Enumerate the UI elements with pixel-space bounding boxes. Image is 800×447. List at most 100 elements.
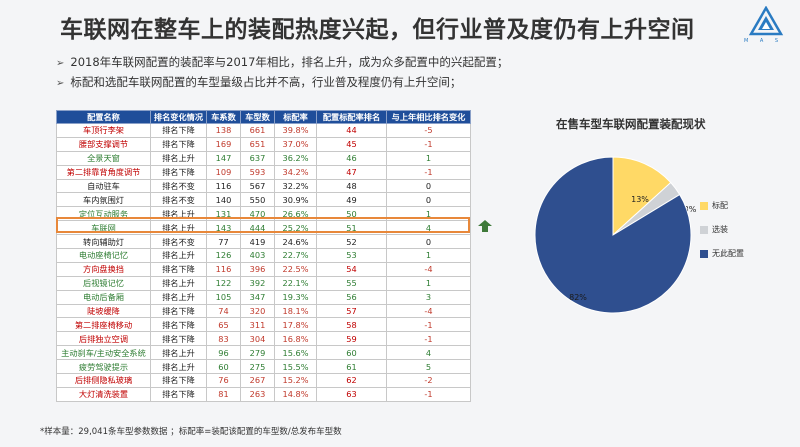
cell-series-count: 76 bbox=[206, 373, 241, 388]
cell-standard-rate: 34.2% bbox=[274, 164, 317, 180]
page-title: 车联网在整车上的装配热度兴起，但行业普及度仍有上升空间 bbox=[60, 17, 695, 43]
cell-standard-rate: 22.1% bbox=[274, 275, 317, 291]
cell-rank-change: 排名下降 bbox=[150, 373, 207, 388]
cell-rank: 49 bbox=[316, 192, 387, 208]
chart-legend: 标配 选装 无此配置 bbox=[700, 200, 744, 272]
cell-standard-rate: 37.0% bbox=[274, 136, 317, 152]
cell-rank-change: 排名下降 bbox=[150, 303, 207, 319]
cell-standard-rate: 22.5% bbox=[274, 261, 317, 277]
cell-rank-delta: -1 bbox=[386, 317, 471, 333]
table-row: 车内氛围灯 排名不变 140 550 30.9% 49 0 bbox=[56, 192, 471, 208]
bullet-text: 2018年车联网配置的装配率与2017年相比，排名上升，成为众多配置中的兴起配置… bbox=[70, 55, 509, 69]
cell-model-count: 311 bbox=[240, 317, 275, 333]
cell-standard-rate: 14.8% bbox=[274, 386, 317, 402]
cell-standard-rate: 36.2% bbox=[274, 150, 317, 166]
cell-rank-delta: -1 bbox=[386, 386, 471, 402]
cell-series-count: 81 bbox=[206, 386, 241, 402]
cell-rank: 46 bbox=[316, 150, 387, 166]
cell-series-count: 83 bbox=[206, 331, 241, 347]
table-row: 主动刹车/主动安全系统 排名上升 96 279 15.6% 60 4 bbox=[56, 345, 471, 361]
cell-standard-rate: 16.8% bbox=[274, 331, 317, 347]
cell-rank-delta: -1 bbox=[386, 331, 471, 347]
cell-rank: 45 bbox=[316, 136, 387, 152]
cell-config-name: 后排独立空调 bbox=[56, 331, 151, 347]
cell-config-name: 电动后备厢 bbox=[56, 289, 151, 305]
cell-model-count: 392 bbox=[240, 275, 275, 291]
cell-series-count: 140 bbox=[206, 192, 241, 208]
cell-model-count: 304 bbox=[240, 331, 275, 347]
bullet-list: ➢ 2018年车联网配置的装配率与2017年相比，排名上升，成为众多配置中的兴起配… bbox=[56, 52, 508, 92]
table-row: 自动驻车 排名不变 116 567 32.2% 48 0 bbox=[56, 178, 471, 194]
pie-value-label: 82% bbox=[569, 293, 587, 302]
cell-config-name: 第二排靠背角度调节 bbox=[56, 164, 151, 180]
cell-rank-change: 排名下降 bbox=[150, 331, 207, 347]
table-row: 第二排靠背角度调节 排名下降 109 593 34.2% 47 -1 bbox=[56, 164, 471, 180]
cell-rank-change: 排名不变 bbox=[150, 192, 207, 208]
cell-model-count: 593 bbox=[240, 164, 275, 180]
cell-standard-rate: 15.2% bbox=[274, 373, 317, 388]
cell-config-name: 自动驻车 bbox=[56, 178, 151, 194]
cell-config-name: 车顶行李架 bbox=[56, 123, 151, 138]
table-row: 陡坡缓降 排名下降 74 320 18.1% 57 -4 bbox=[56, 303, 471, 319]
column-header: 配置标配率排名 bbox=[316, 110, 387, 124]
cell-standard-rate: 18.1% bbox=[274, 303, 317, 319]
table-row: 腰部支撑调节 排名下降 169 651 37.0% 45 -1 bbox=[56, 136, 471, 152]
cell-rank: 47 bbox=[316, 164, 387, 180]
table-row: 大灯清洗装置 排名下降 81 263 14.8% 63 -1 bbox=[56, 386, 471, 402]
cell-rank-change: 排名下降 bbox=[150, 386, 207, 402]
cell-rank-delta: 0 bbox=[386, 192, 471, 208]
column-header: 与上年相比排名变化 bbox=[386, 110, 471, 124]
cell-config-name: 全景天窗 bbox=[56, 150, 151, 166]
cell-rank-change: 排名下降 bbox=[150, 123, 207, 138]
legend-swatch bbox=[700, 202, 708, 210]
logo-icon bbox=[748, 6, 784, 36]
cell-rank-change: 排名上升 bbox=[150, 359, 207, 375]
table-row: 电动座椅记忆 排名上升 126 403 22.7% 53 1 bbox=[56, 248, 471, 263]
table-row: 全景天窗 排名上升 147 637 36.2% 46 1 bbox=[56, 150, 471, 166]
cell-rank-change: 排名上升 bbox=[150, 150, 207, 166]
cell-rank: 48 bbox=[316, 178, 387, 194]
cell-series-count: 105 bbox=[206, 289, 241, 305]
cell-rank-delta: 5 bbox=[386, 359, 471, 375]
cell-rank: 57 bbox=[316, 303, 387, 319]
table-row: 后排侧隐私玻璃 排名下降 76 267 15.2% 62 -2 bbox=[56, 373, 471, 388]
pie-slice-none bbox=[534, 156, 692, 314]
cell-model-count: 550 bbox=[240, 192, 275, 208]
cell-model-count: 263 bbox=[240, 386, 275, 402]
cell-rank: 60 bbox=[316, 345, 387, 361]
highlight-box bbox=[56, 217, 470, 233]
table-row: 疲劳驾驶提示 排名上升 60 275 15.5% 61 5 bbox=[56, 359, 471, 375]
cell-rank-change: 排名不变 bbox=[150, 234, 207, 250]
cell-rank: 56 bbox=[316, 289, 387, 305]
cell-rank-delta: 1 bbox=[386, 248, 471, 263]
pie-slice-standard bbox=[612, 156, 672, 237]
cell-rank-change: 排名下降 bbox=[150, 317, 207, 333]
table-body: 车顶行李架 排名下降 138 661 39.8% 44 -5 腰部支撑调节 排名下降 169 651… bbox=[56, 123, 471, 402]
cell-series-count: 147 bbox=[206, 150, 241, 166]
cell-standard-rate: 32.2% bbox=[274, 178, 317, 194]
cell-standard-rate: 17.8% bbox=[274, 317, 317, 333]
cell-model-count: 347 bbox=[240, 289, 275, 305]
bullet-arrow-icon: ➢ bbox=[56, 58, 65, 69]
cell-series-count: 122 bbox=[206, 275, 241, 291]
config-table: 配置名称 排名变化情况 车系数 车型数 标配率 配置标配率排名 与上年相比排名变… bbox=[56, 110, 471, 402]
bullet-arrow-icon: ➢ bbox=[56, 78, 65, 89]
cell-rank: 59 bbox=[316, 331, 387, 347]
cell-standard-rate: 15.5% bbox=[274, 359, 317, 375]
cell-model-count: 267 bbox=[240, 373, 275, 388]
table-row: 电动后备厢 排名上升 105 347 19.3% 56 3 bbox=[56, 289, 471, 305]
cell-standard-rate: 24.6% bbox=[274, 234, 317, 250]
cell-rank-delta: 1 bbox=[386, 275, 471, 291]
logo-text: M A S bbox=[744, 38, 784, 44]
cell-series-count: 77 bbox=[206, 234, 241, 250]
table-row: 方向盘换挡 排名下降 116 396 22.5% 54 -4 bbox=[56, 261, 471, 277]
table-header-row: 配置名称 排名变化情况 车系数 车型数 标配率 配置标配率排名 与上年相比排名变… bbox=[56, 110, 471, 124]
cell-config-name: 车内氛围灯 bbox=[56, 192, 151, 208]
cell-standard-rate: 30.9% bbox=[274, 192, 317, 208]
cell-rank-change: 排名下降 bbox=[150, 164, 207, 180]
cell-config-name: 方向盘换挡 bbox=[56, 261, 151, 277]
column-header: 排名变化情况 bbox=[150, 110, 207, 124]
cell-rank: 55 bbox=[316, 275, 387, 291]
cell-standard-rate: 15.6% bbox=[274, 345, 317, 361]
cell-standard-rate: 22.7% bbox=[274, 248, 317, 263]
